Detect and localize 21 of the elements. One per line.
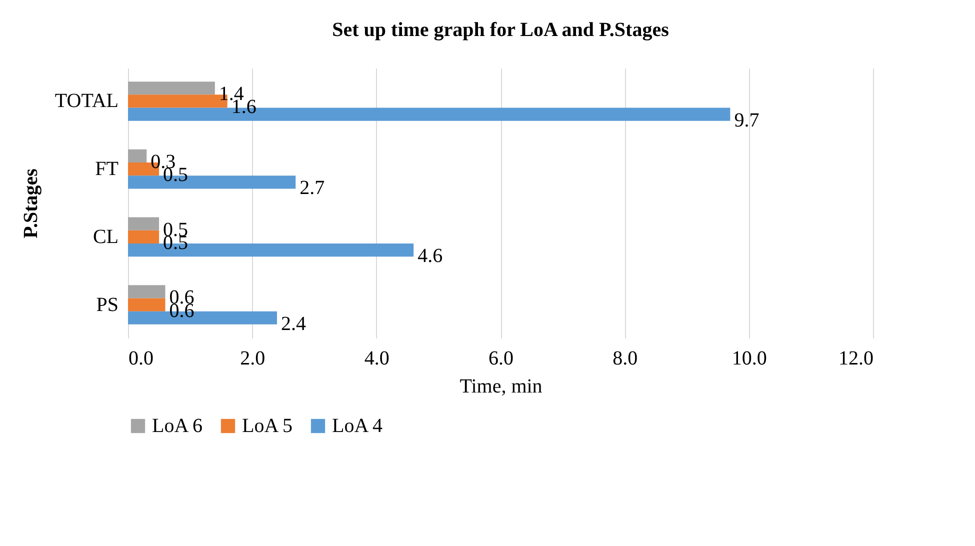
x-tick-label: 12.0: [838, 348, 874, 370]
y-tick-label: TOTAL: [54, 90, 118, 112]
data-label: 2.7: [300, 177, 325, 200]
data-label: 9.7: [734, 109, 760, 132]
y-axis-title: P.Stages: [20, 168, 42, 238]
data-label: 4.6: [418, 245, 443, 268]
x-tick-label: 2.0: [240, 348, 266, 370]
x-tick-label: 6.0: [488, 348, 514, 370]
x-tick-label: 4.0: [364, 348, 390, 370]
x-tick-label: 0.0: [128, 348, 154, 370]
chart-title: Set up time graph for LoA and P.Stages: [332, 19, 670, 41]
x-tick-label: 8.0: [612, 348, 638, 370]
y-tick-label: FT: [95, 158, 118, 180]
legend-label: LoA 4: [332, 415, 383, 437]
legend-label: LoA 6: [152, 415, 203, 437]
data-label: 2.4: [281, 312, 306, 335]
x-tick-label: 10.0: [732, 348, 767, 370]
legend-label: LoA 5: [242, 415, 293, 437]
y-tick-label: CL: [92, 226, 118, 248]
y-tick-label: PS: [96, 294, 118, 316]
x-axis-title: Time, min: [460, 376, 542, 398]
